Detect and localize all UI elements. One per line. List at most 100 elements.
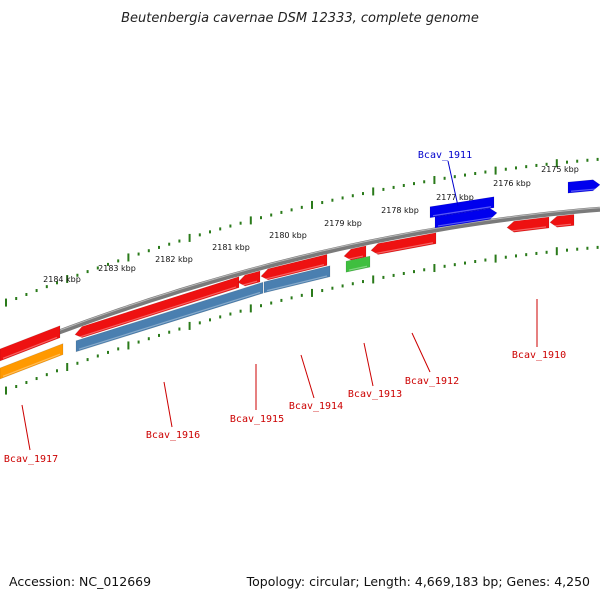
lower-tick	[300, 293, 303, 297]
gene-forward-edge-sheen	[570, 188, 598, 192]
lower-tick	[515, 254, 517, 258]
gene-bcav-1912-sheen	[373, 242, 434, 255]
gene-bcav-1913-sheen	[346, 255, 364, 261]
upper-tick	[443, 176, 446, 180]
gene-bcav-1914-sheen	[263, 264, 325, 280]
lower-tick	[56, 369, 58, 373]
kbp-label: 2184 kbp	[43, 275, 81, 284]
kbp-label: 2175 kbp	[541, 165, 579, 174]
upper-tick	[433, 176, 436, 185]
kbp-label: 2183 kbp	[98, 264, 136, 273]
lower-tick	[178, 327, 181, 331]
gene-label[interactable]: Bcav_1910	[512, 350, 566, 361]
gene-label[interactable]: Bcav_1917	[4, 454, 58, 465]
upper-tick	[66, 275, 69, 284]
lower-tick	[96, 354, 99, 358]
lower-tick	[464, 261, 466, 265]
upper-tick	[280, 210, 283, 214]
lower-tick	[198, 321, 201, 325]
gene-bcav-1910	[506, 216, 550, 233]
upper-tick	[362, 192, 364, 196]
lower-tick	[239, 309, 242, 313]
gene-steel-2-sheen	[266, 275, 328, 292]
gene-label-leader	[411, 332, 431, 373]
gene-label[interactable]: Bcav_1916	[146, 430, 200, 441]
kbp-label: 2182 kbp	[155, 255, 193, 264]
kbp-label: 2178 kbp	[381, 206, 419, 215]
lower-tick	[392, 273, 395, 277]
lower-tick	[311, 288, 313, 297]
lower-tick	[25, 380, 28, 384]
backbone-line	[0, 206, 600, 358]
lower-tick	[402, 271, 405, 275]
lower-tick	[525, 253, 528, 257]
gene-forward-edge	[567, 179, 600, 194]
upper-tick	[270, 213, 273, 217]
upper-tick	[382, 187, 385, 191]
lower-tick	[566, 248, 568, 252]
gene-orange-sheen	[2, 353, 61, 377]
scale-labels: 2175 kbp 2176 kbp 2177 kbp 2178 kbp 2179 kbp…	[43, 165, 579, 284]
gene-bcav-1911-lower	[434, 208, 498, 229]
lower-tick	[453, 263, 456, 267]
upper-tick	[423, 180, 426, 184]
lower-tick	[260, 304, 262, 308]
gene-bcav-1917-sheen	[2, 336, 58, 359]
gene-bcav-1911-upper	[429, 196, 495, 219]
upper-tick	[341, 196, 344, 200]
lower-tick	[290, 296, 293, 300]
lower-tick	[545, 250, 548, 254]
upper-tick	[464, 173, 466, 177]
gene-bcav-1913	[343, 245, 367, 261]
gene-steel-1	[75, 281, 264, 353]
upper-tick	[596, 157, 599, 161]
lower-tick	[576, 247, 579, 251]
gene-bcav-1910-sheen	[509, 226, 547, 232]
upper-tick	[219, 227, 222, 231]
scale-ticks	[5, 157, 599, 395]
gene-steel-1-sheen	[78, 291, 261, 350]
upper-tick	[555, 159, 558, 168]
upper-tick	[86, 270, 89, 274]
lower-tick	[249, 304, 252, 313]
gene-rna	[345, 255, 371, 273]
gene-label[interactable]: Bcav_1913	[348, 389, 402, 400]
gene-label[interactable]: Bcav_1914	[289, 401, 343, 412]
kbp-label: 2176 kbp	[493, 179, 531, 188]
lower-tick	[484, 258, 487, 262]
upper-tick	[260, 216, 262, 220]
upper-tick	[76, 273, 79, 277]
accession-label: Accession: NC_012669	[9, 574, 152, 589]
upper-tick	[566, 160, 568, 164]
upper-tick	[351, 194, 354, 198]
upper-tick	[178, 239, 181, 243]
gene-label[interactable]: Bcav_1915	[230, 414, 284, 425]
upper-tick	[525, 165, 528, 169]
genome-backbone	[0, 206, 600, 358]
upper-tick	[209, 230, 211, 234]
upper-tick	[188, 233, 191, 242]
upper-tick	[229, 224, 232, 228]
upper-tick	[137, 252, 140, 256]
lower-tick	[504, 255, 507, 259]
lower-tick	[372, 275, 375, 284]
upper-tick	[504, 167, 507, 171]
upper-tick	[402, 183, 405, 187]
lower-tick	[219, 315, 222, 319]
gene-label[interactable]: Bcav_1912	[405, 376, 459, 387]
lower-tick	[127, 341, 130, 350]
lower-tick	[209, 318, 211, 322]
lower-tick	[270, 301, 273, 305]
upper-tick	[392, 185, 395, 189]
lower-tick	[433, 264, 436, 273]
kbp-label: 2177 kbp	[436, 193, 474, 202]
upper-tick	[311, 200, 313, 209]
gene-label[interactable]: Bcav_1911	[418, 150, 472, 161]
upper-tick	[107, 262, 109, 266]
kbp-label: 2180 kbp	[269, 231, 307, 240]
genome-title: Beutenbergia cavernae DSM 12333, complet…	[121, 11, 479, 26]
gene-bcav-1912	[370, 232, 437, 255]
lower-tick	[107, 350, 109, 354]
lower-tick	[555, 247, 558, 256]
